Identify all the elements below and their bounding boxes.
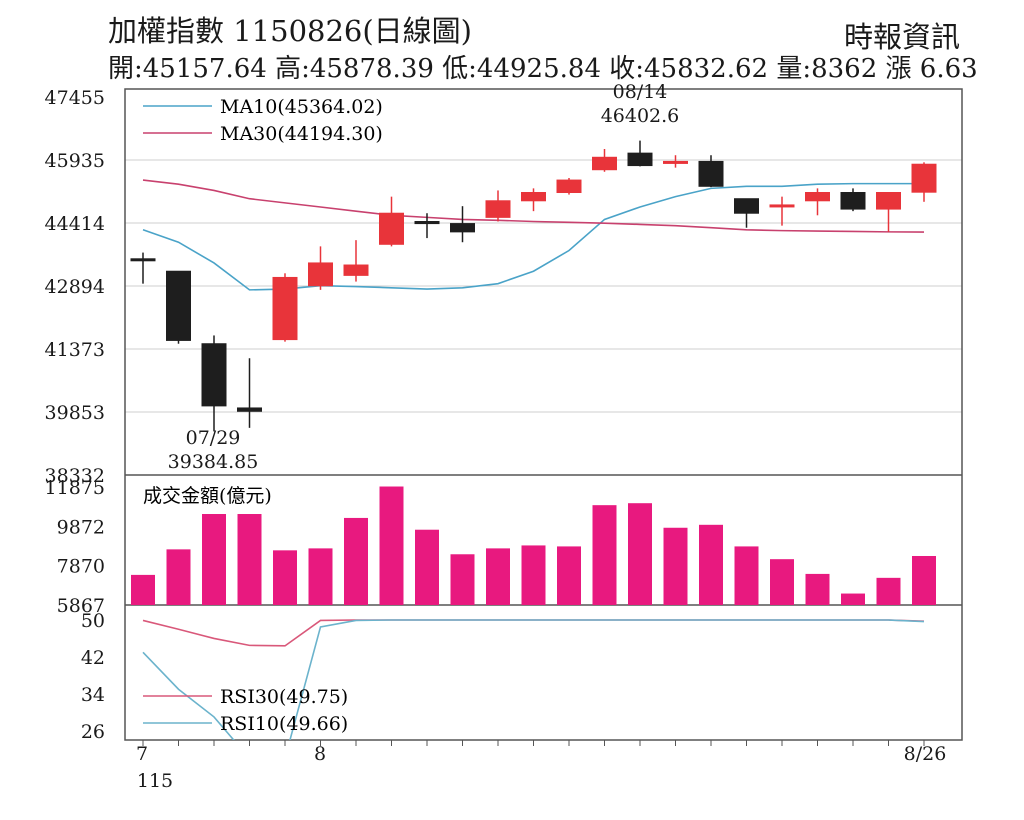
candle-body — [698, 160, 724, 187]
rsi-y-tick: 50 — [81, 610, 105, 632]
volume-bar — [521, 545, 546, 605]
price-y-tick: 39853 — [45, 402, 105, 424]
candle-body — [734, 198, 759, 214]
axis-ticks: 47455 45935 44414 42894 41373 39853 3833211875… — [45, 87, 105, 743]
volume-bar — [379, 486, 404, 605]
x-year-label: 115 — [137, 770, 173, 792]
frame-border — [124, 88, 963, 741]
high-value-label: 46402.6 — [601, 105, 680, 127]
volume-bar — [557, 546, 581, 605]
volume-bar — [237, 514, 262, 605]
volume-bar — [770, 559, 794, 605]
volume-y-tick: 11875 — [45, 477, 105, 499]
x-tick-aug: 8 — [314, 743, 326, 765]
source-label: 時報資訊 — [843, 20, 960, 54]
candle-body — [414, 221, 440, 225]
candle-body — [166, 270, 191, 341]
ma30-line — [142, 179, 925, 233]
volume-bar — [415, 529, 439, 605]
volume-bar — [166, 549, 191, 605]
volume-bar — [805, 573, 830, 605]
candle-body — [272, 276, 298, 341]
candle-body — [592, 156, 617, 171]
rsi-y-tick: 26 — [81, 721, 105, 743]
candle-body — [876, 192, 901, 210]
grid-lines — [125, 159, 962, 413]
volume-bar — [450, 554, 475, 605]
rsi-lines — [142, 619, 925, 740]
candle-body — [343, 264, 369, 276]
candle-body — [130, 258, 156, 262]
volume-bar — [841, 593, 865, 605]
price-y-tick: 41373 — [45, 339, 105, 361]
price-y-tick: 42894 — [45, 276, 105, 298]
candle-body — [521, 192, 546, 202]
price-y-tick: 45935 — [45, 150, 105, 172]
rsi-y-tick: 34 — [81, 684, 105, 706]
volume-y-tick: 5867 — [57, 595, 105, 617]
price-y-tick: 38332 — [45, 465, 105, 487]
candle-body — [450, 223, 475, 233]
rsi10-line — [142, 619, 925, 740]
volume-bars — [131, 486, 936, 605]
chart-frame — [124, 88, 963, 746]
volume-bar — [628, 503, 652, 605]
volume-bar — [699, 524, 723, 605]
high-date-label: 08/14 — [613, 81, 668, 103]
x-tick-jul: 7 — [136, 743, 148, 765]
candle-body — [556, 179, 582, 194]
price-y-tick: 47455 — [45, 87, 105, 109]
candle-body — [840, 192, 866, 210]
chart-title: 加權指數 1150826(日線圖) — [108, 14, 473, 48]
x-tick-aug26: 8/26 — [904, 743, 947, 765]
volume-y-tick: 9872 — [57, 516, 105, 538]
candle-body — [237, 407, 262, 412]
legend-rsi30: RSI30(49.75) — [220, 686, 348, 708]
rsi30-line — [142, 619, 925, 647]
ohlc-quote: 開:45157.64 高:45878.39 低:44925.84 收:45832… — [108, 54, 978, 84]
low-value-label: 39384.85 — [168, 451, 259, 473]
volume-bar — [663, 527, 688, 605]
candle-body — [485, 200, 511, 218]
candle-body — [627, 152, 653, 167]
volume-bar — [273, 550, 297, 605]
volume-bar — [912, 555, 936, 605]
candle-body — [805, 192, 830, 202]
price-y-tick: 44414 — [45, 213, 105, 235]
volume-bar — [876, 577, 901, 605]
volume-bar — [734, 546, 759, 605]
volume-bar — [592, 505, 617, 605]
volume-bar — [202, 514, 226, 605]
candle-body — [201, 343, 227, 407]
candle-body — [308, 262, 333, 287]
candle-body — [379, 212, 404, 245]
candle-body — [663, 160, 688, 164]
volume-bar — [308, 548, 333, 605]
candle-body — [911, 163, 937, 193]
volume-bar — [486, 548, 510, 605]
legend-ma30: MA30(44194.30) — [220, 123, 383, 145]
volume-title: 成交金額(億元) — [143, 485, 272, 507]
legend-rsi10: RSI10(49.66) — [220, 713, 348, 735]
legend-ma10: MA10(45364.02) — [220, 96, 383, 118]
rsi-y-tick: 42 — [81, 647, 105, 669]
volume-bar — [344, 517, 368, 605]
volume-bar — [131, 574, 155, 605]
low-date-label: 07/29 — [186, 427, 241, 449]
candle-body — [769, 204, 795, 208]
candles — [130, 140, 937, 432]
volume-y-tick: 7870 — [57, 556, 105, 578]
